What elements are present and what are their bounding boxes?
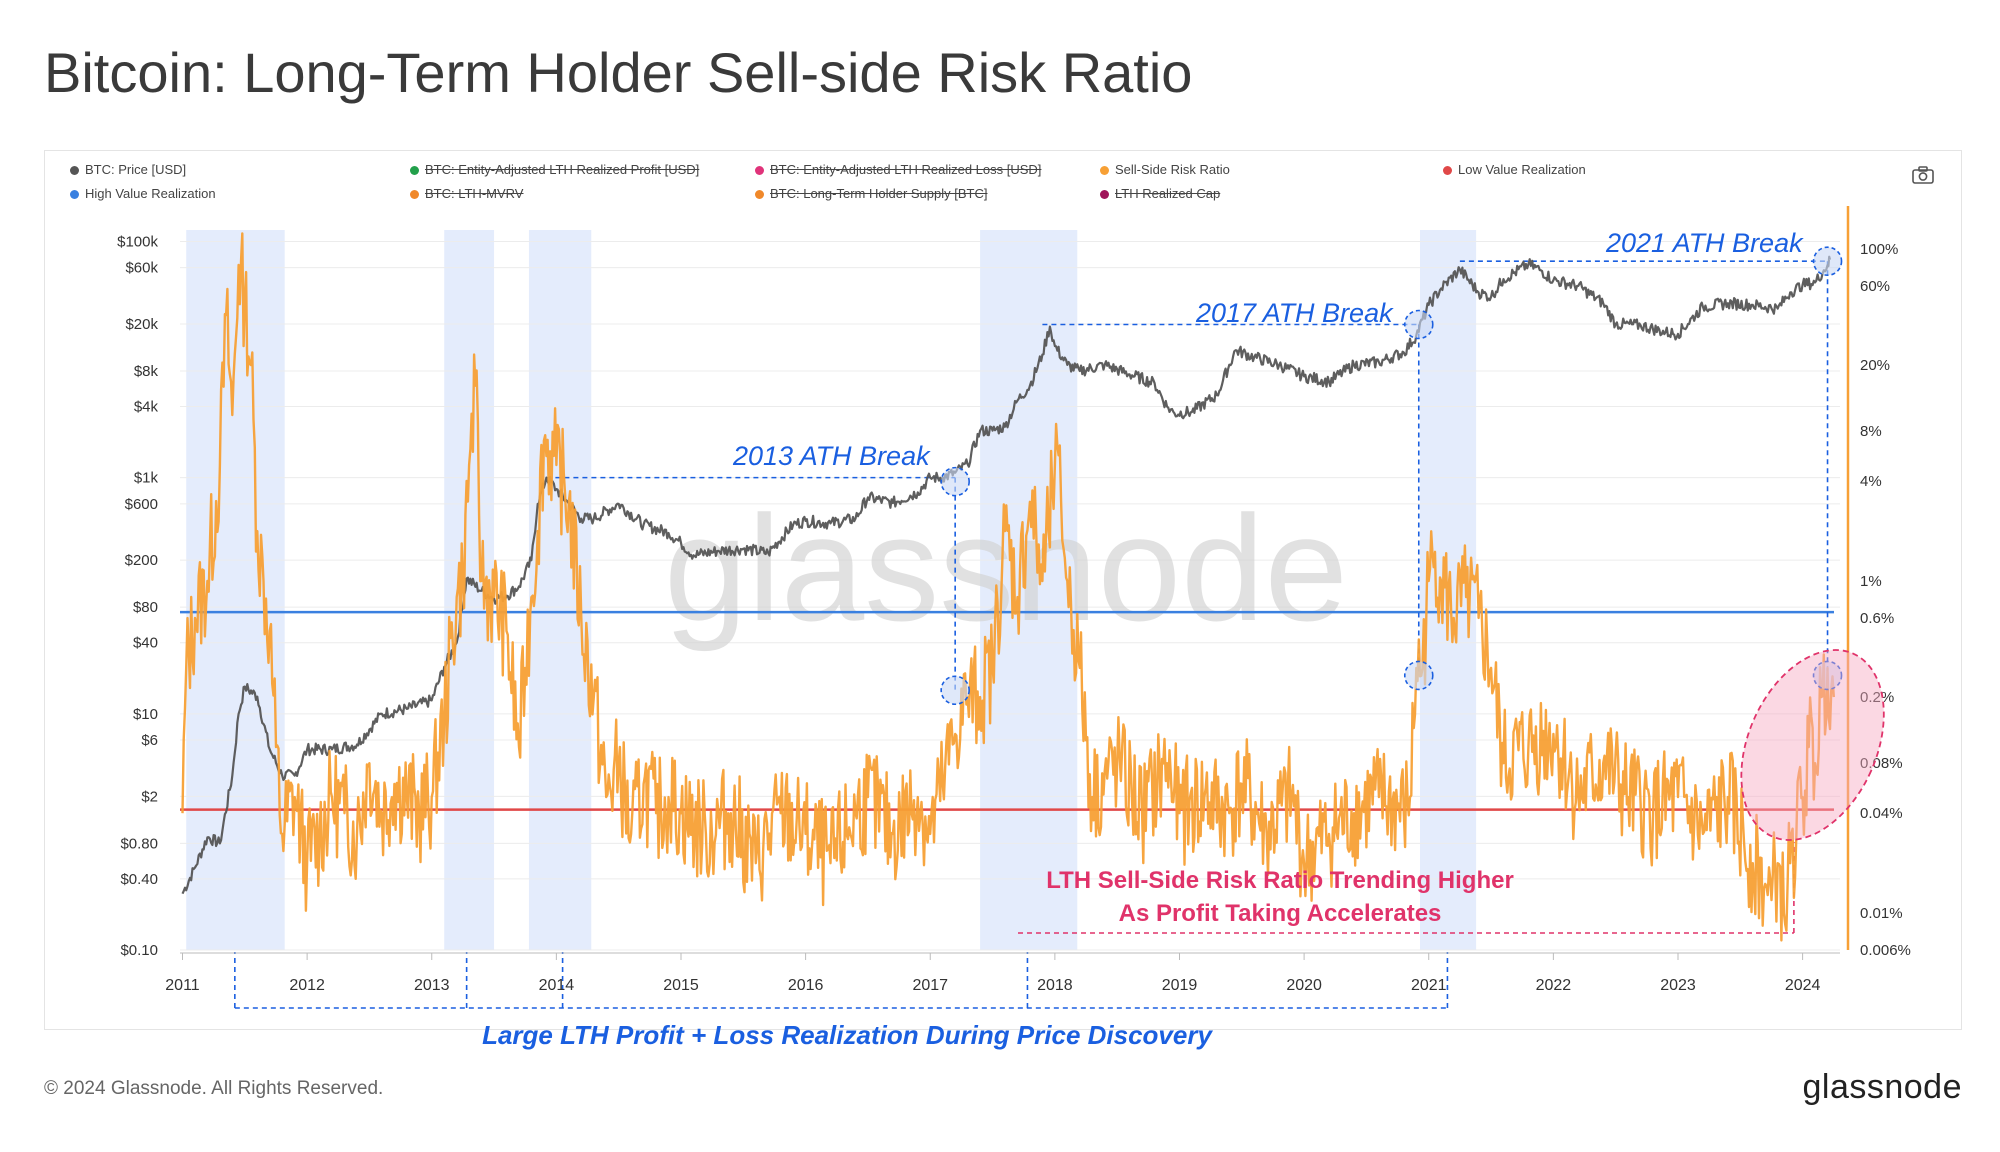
- legend-dot-icon: [70, 190, 79, 199]
- legend-item-lth-realized-cap[interactable]: LTH Realized Cap: [1100, 186, 1220, 201]
- y-right-tick-label: 100%: [1860, 241, 1898, 258]
- x-tick-label: 2022: [1536, 977, 1572, 994]
- glassnode-logo: glassnode: [1802, 1068, 1962, 1106]
- x-tick-label: 2024: [1785, 977, 1821, 994]
- y-right-tick-label: 0.01%: [1860, 905, 1903, 922]
- chart-frame: [44, 150, 1962, 1030]
- x-tick-label: 2013: [414, 977, 450, 994]
- legend-item-lth-supply[interactable]: BTC: Long-Term Holder Supply [BTC]: [755, 186, 987, 201]
- x-tick-label: 2023: [1660, 977, 1696, 994]
- y-left-tick-label: $80: [133, 599, 158, 616]
- series-lines: [181, 232, 1835, 942]
- y-right-tick-label: 8%: [1860, 423, 1882, 440]
- x-tick-label: 2011: [165, 977, 200, 994]
- legend-dot-icon: [755, 166, 764, 175]
- legend-item-lth-realized-profit[interactable]: BTC: Entity-Adjusted LTH Realized Profit…: [410, 162, 699, 177]
- axes: $0.10 $0.40 $0.80 $2 $6 $10 $40 $80 $200 $600 $1k $…: [117, 206, 1911, 994]
- risk-highlight-ellipse: [1740, 649, 1885, 841]
- legend-item-btc-price[interactable]: BTC: Price [USD]: [70, 162, 186, 177]
- y-right-tick-label: 0.08%: [1860, 755, 1903, 772]
- legend-dot-icon: [70, 166, 79, 175]
- y-left-tick-label: $40: [133, 635, 158, 652]
- y-left-tick-label: $8k: [134, 363, 159, 380]
- legend-dot-icon: [1100, 190, 1109, 199]
- y-left-tick-label: $20k: [125, 316, 158, 333]
- x-tick-label: 2017: [912, 977, 948, 994]
- y-right-tick-label: 0.04%: [1860, 805, 1903, 822]
- shaded-period: [528, 230, 592, 950]
- ath-break-label: 2021 ATH Break: [1605, 228, 1804, 258]
- sell-side-risk-line: [181, 232, 1835, 942]
- y-left-tick-label: $2: [141, 788, 158, 805]
- ath-2013-price-circle: [940, 466, 970, 497]
- copyright-text: © 2024 Glassnode. All Rights Reserved.: [44, 1078, 384, 1099]
- y-right-tick-label: 60%: [1860, 278, 1890, 295]
- annotation-guides: [234, 260, 1829, 1009]
- ath-break-label: 2013 ATH Break: [732, 441, 931, 471]
- y-left-tick-label: $60k: [125, 260, 158, 277]
- y-left-tick-label: $600: [125, 496, 158, 513]
- trend-callout-line1: LTH Sell-Side Risk Ratio Trending Higher: [1046, 867, 1514, 894]
- y-left-tick-label: $6: [141, 732, 158, 749]
- y-right-tick-label: 4%: [1860, 473, 1882, 490]
- x-tick-label: 2015: [663, 977, 699, 994]
- legend-dot-icon: [410, 190, 419, 199]
- x-tick-label: 2014: [539, 977, 575, 994]
- x-tick-label: 2016: [788, 977, 824, 994]
- x-tick-label: 2018: [1037, 977, 1073, 994]
- y-right-tick-label: 1%: [1860, 573, 1882, 590]
- y-left-tick-label: $0.40: [120, 871, 158, 888]
- y-left-tick-label: $0.10: [120, 942, 158, 959]
- x-tick-label: 2021: [1411, 977, 1447, 994]
- annotations: 2013 ATH Break 2017 ATH Break 2021 ATH Bre…: [482, 228, 1885, 1050]
- y-left-tick-label: $100k: [117, 233, 158, 250]
- x-tick-label: 2012: [289, 977, 325, 994]
- legend-item-high-value-realization[interactable]: High Value Realization: [70, 186, 216, 201]
- btc-price-line: [181, 255, 1832, 895]
- y-right-tick-label: 0.2%: [1860, 689, 1894, 706]
- legend-item-sell-side-risk-ratio[interactable]: Sell-Side Risk Ratio: [1100, 162, 1230, 177]
- trend-callout-line2: As Profit Taking Accelerates: [1119, 900, 1442, 927]
- ath-break-label: 2017 ATH Break: [1195, 298, 1394, 328]
- y-left-tick-label: $1k: [134, 470, 159, 487]
- ath-2017-price-circle: [1403, 309, 1434, 340]
- legend-dot-icon: [755, 190, 764, 199]
- ath-2021-price-circle: [1812, 246, 1843, 277]
- ath-2017-ratio-circle: [1403, 660, 1434, 691]
- camera-icon[interactable]: [1912, 166, 1934, 184]
- legend-dot-icon: [1443, 166, 1452, 175]
- x-tick-label: 2019: [1162, 977, 1198, 994]
- ath-2013-ratio-circle: [940, 675, 970, 706]
- legend: BTC: Price [USD] BTC: Entity-Adjusted LT…: [70, 162, 1890, 210]
- legend-item-lth-mvrv[interactable]: BTC: LTH-MVRV: [410, 186, 523, 201]
- y-left-tick-label: $10: [133, 706, 158, 723]
- ath-2021-ratio-circle: [1812, 660, 1843, 691]
- page-title: Bitcoin: Long-Term Holder Sell-side Risk…: [44, 41, 1193, 104]
- x-tick-label: 2020: [1286, 977, 1322, 994]
- y-right-tick-label: 20%: [1860, 357, 1890, 374]
- y-right-tick-label: 0.006%: [1860, 942, 1911, 959]
- legend-dot-icon: [410, 166, 419, 175]
- y-left-tick-label: $200: [125, 552, 158, 569]
- y-left-tick-label: $0.80: [120, 835, 158, 852]
- legend-dot-icon: [1100, 166, 1109, 175]
- price-discovery-callout: Large LTH Profit + Loss Realization Duri…: [482, 1020, 1213, 1050]
- y-left-tick-label: $4k: [134, 399, 159, 416]
- y-right-tick-label: 0.6%: [1860, 610, 1894, 627]
- legend-item-lth-realized-loss[interactable]: BTC: Entity-Adjusted LTH Realized Loss […: [755, 162, 1041, 177]
- legend-item-low-value-realization[interactable]: Low Value Realization: [1443, 162, 1586, 177]
